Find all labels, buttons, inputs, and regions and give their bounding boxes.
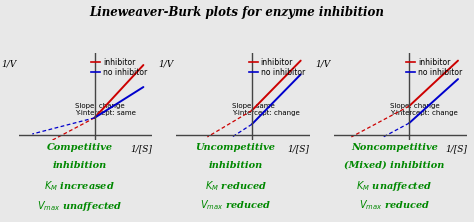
Text: $K_M$ reduced: $K_M$ reduced <box>205 179 266 192</box>
Text: $K_M$ unaffected: $K_M$ unaffected <box>356 179 433 193</box>
Legend: inhibitor, no inhibitor: inhibitor, no inhibitor <box>248 57 306 78</box>
Text: $V_{max}$ reduced: $V_{max}$ reduced <box>359 199 430 212</box>
Text: $K_M$ increased: $K_M$ increased <box>44 179 115 192</box>
Text: 1/[S]: 1/[S] <box>288 144 310 153</box>
Text: (Mixed) inhibition: (Mixed) inhibition <box>344 161 445 170</box>
Text: Slope: change
Y-intercept: change: Slope: change Y-intercept: change <box>390 103 457 117</box>
Text: Lineweaver-Burk plots for enzyme inhibition: Lineweaver-Burk plots for enzyme inhibit… <box>90 6 384 19</box>
Text: $V_{max}$ reduced: $V_{max}$ reduced <box>200 199 271 212</box>
Text: $V_{max}$ unaffected: $V_{max}$ unaffected <box>37 199 122 213</box>
Text: 1/V: 1/V <box>316 59 331 68</box>
Text: 1/V: 1/V <box>1 59 16 68</box>
Text: inhibition: inhibition <box>53 161 107 170</box>
Legend: inhibitor, no inhibitor: inhibitor, no inhibitor <box>91 57 148 78</box>
Text: Competitive: Competitive <box>46 143 113 152</box>
Text: inhibition: inhibition <box>209 161 263 170</box>
Text: 1/[S]: 1/[S] <box>130 144 152 153</box>
Text: Slope: change
Y-intercept: same: Slope: change Y-intercept: same <box>75 103 136 117</box>
Text: Uncompetitive: Uncompetitive <box>196 143 275 152</box>
Legend: inhibitor, no inhibitor: inhibitor, no inhibitor <box>405 57 463 78</box>
Text: 1/V: 1/V <box>158 59 173 68</box>
Text: Noncompetitive: Noncompetitive <box>351 143 438 152</box>
Text: Slope: same
Y-intercept: change: Slope: same Y-intercept: change <box>232 103 300 117</box>
Text: 1/[S]: 1/[S] <box>445 144 467 153</box>
